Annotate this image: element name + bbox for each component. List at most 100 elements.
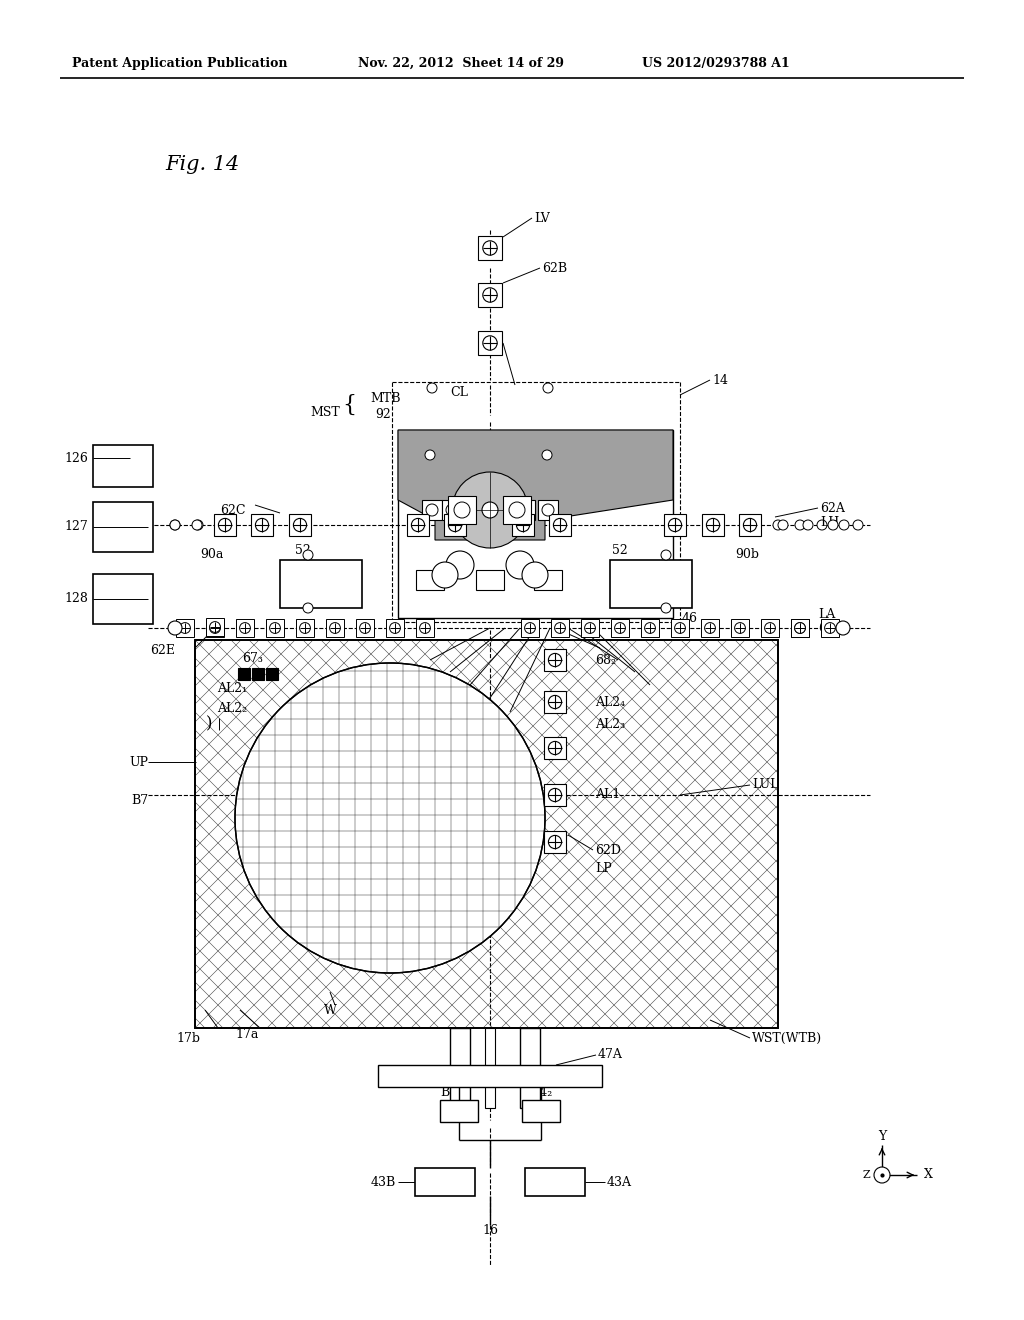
Text: 128: 128 [65, 593, 88, 606]
Circle shape [193, 520, 202, 531]
Circle shape [824, 623, 836, 634]
Text: Z: Z [862, 1170, 870, 1180]
Text: Fig. 14: Fig. 14 [165, 156, 240, 174]
Circle shape [773, 520, 783, 531]
Bar [266, 668, 278, 680]
Text: 17a: 17a [234, 1028, 258, 1041]
Text: 17b: 17b [176, 1031, 200, 1044]
Text: 62D: 62D [595, 843, 621, 857]
Text: 47A: 47A [598, 1048, 623, 1061]
Circle shape [705, 623, 716, 634]
Circle shape [427, 383, 437, 393]
Circle shape [426, 504, 438, 516]
Bar [266, 619, 284, 638]
Text: LV: LV [534, 211, 550, 224]
Text: B4₁: B4₁ [440, 1086, 462, 1100]
Circle shape [828, 520, 838, 531]
Bar [791, 619, 809, 638]
Text: LP: LP [595, 862, 611, 874]
Bar [478, 331, 502, 355]
Bar [415, 1168, 475, 1196]
Bar [515, 500, 535, 520]
Text: 43A: 43A [607, 1176, 632, 1188]
Bar [236, 619, 254, 638]
Circle shape [542, 450, 552, 459]
Circle shape [839, 520, 849, 531]
Circle shape [193, 520, 203, 531]
Circle shape [743, 519, 757, 532]
Bar [551, 619, 569, 638]
Circle shape [482, 502, 498, 517]
Bar [407, 513, 429, 536]
Circle shape [524, 623, 536, 634]
Text: Nov. 22, 2012  Sheet 14 of 29: Nov. 22, 2012 Sheet 14 of 29 [358, 57, 564, 70]
Circle shape [210, 622, 220, 632]
Bar [549, 513, 571, 536]
Text: WST(WTB): WST(WTB) [752, 1031, 822, 1044]
Bar [440, 1100, 478, 1122]
Circle shape [506, 550, 534, 579]
Bar [791, 619, 809, 638]
Bar [238, 668, 250, 680]
Bar [520, 1028, 540, 1107]
Circle shape [294, 519, 306, 532]
Text: 126: 126 [65, 451, 88, 465]
Circle shape [303, 603, 313, 612]
Text: 67₃: 67₃ [242, 652, 263, 664]
Bar [386, 619, 404, 638]
Circle shape [662, 550, 671, 560]
Text: AL2₃: AL2₃ [595, 718, 625, 731]
Text: 127: 127 [65, 520, 88, 533]
Circle shape [300, 623, 310, 634]
Circle shape [269, 623, 281, 634]
Circle shape [234, 663, 545, 973]
Text: US 2012/0293788 A1: US 2012/0293788 A1 [642, 57, 790, 70]
Polygon shape [398, 430, 673, 540]
Circle shape [522, 562, 548, 587]
Bar [93, 445, 153, 487]
Circle shape [446, 550, 474, 579]
Circle shape [168, 620, 182, 635]
Bar [176, 619, 194, 638]
Bar [296, 619, 314, 638]
Text: LUL: LUL [752, 779, 778, 792]
Text: B4₂: B4₂ [530, 1086, 552, 1100]
Circle shape [669, 519, 682, 532]
Text: 68₂: 68₂ [595, 653, 616, 667]
Bar [503, 496, 531, 524]
Bar [512, 513, 534, 536]
Text: MST: MST [310, 405, 340, 418]
Bar [206, 618, 224, 636]
Text: ): ) [206, 715, 212, 733]
Bar [544, 784, 566, 807]
Bar [450, 1028, 470, 1107]
Circle shape [218, 519, 231, 532]
Text: B7: B7 [131, 793, 148, 807]
Text: 92: 92 [375, 408, 391, 421]
Circle shape [425, 450, 435, 459]
Circle shape [179, 623, 190, 634]
Circle shape [874, 1167, 890, 1183]
Text: 62B: 62B [542, 261, 567, 275]
Bar [641, 619, 659, 638]
Text: MTB: MTB [370, 392, 400, 404]
Bar [611, 619, 629, 638]
Bar [731, 619, 749, 638]
Circle shape [614, 623, 626, 634]
Text: 62E: 62E [150, 644, 175, 656]
Circle shape [210, 623, 220, 634]
Text: 90a: 90a [200, 549, 223, 561]
Text: 52: 52 [295, 544, 310, 557]
Circle shape [519, 504, 531, 516]
Circle shape [330, 623, 340, 634]
Bar [702, 513, 724, 536]
Text: 46: 46 [682, 611, 698, 624]
Text: {: { [342, 393, 356, 416]
Circle shape [549, 742, 561, 755]
Circle shape [420, 623, 430, 634]
Bar [761, 619, 779, 638]
Bar [476, 570, 504, 590]
Circle shape [795, 623, 806, 634]
Circle shape [549, 653, 561, 667]
Text: 52: 52 [612, 544, 628, 557]
